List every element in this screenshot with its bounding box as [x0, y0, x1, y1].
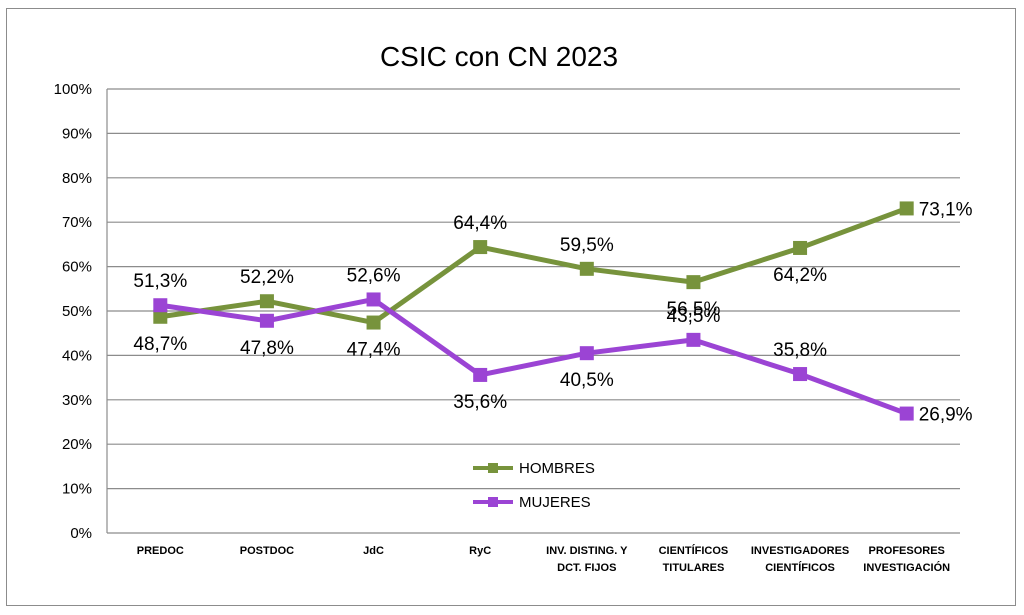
y-tick-label: 0%: [70, 525, 92, 542]
x-tick-label: PROFESORES INVESTIGACIÓN: [863, 545, 950, 574]
data-point-mujeres: [366, 292, 381, 307]
data-label: 64,4%: [453, 213, 507, 234]
y-tick-label: 30%: [62, 392, 92, 409]
data-label: 48,7%: [133, 334, 187, 355]
y-axis: 0% 10% 20% 30% 40% 50% 60% 70% 80% 90% 100%: [54, 81, 108, 542]
data-point-mujeres: [793, 367, 808, 382]
x-tick-label: INV. DISTING. Y DCT. FIJOS: [546, 545, 628, 574]
gridlines: [107, 88, 960, 534]
data-label: 56,5%: [667, 299, 721, 320]
data-label: 26,9%: [919, 405, 973, 426]
data-point-mujeres: [153, 298, 168, 313]
legend-marker-mujeres: [488, 497, 498, 507]
series-lines: [159, 206, 908, 416]
data-label: 52,2%: [240, 267, 294, 288]
x-tick-label: PREDOC: [137, 545, 184, 557]
y-tick-label: 20%: [62, 436, 92, 453]
data-label: 35,6%: [453, 392, 507, 413]
data-label: 52,6%: [347, 265, 401, 286]
y-tick-label: 80%: [62, 170, 92, 187]
series-markers: [153, 201, 914, 421]
legend-marker-hombres: [488, 463, 498, 473]
y-tick-label: 70%: [62, 214, 92, 231]
data-point-mujeres: [579, 346, 594, 361]
data-point-hombres: [473, 240, 488, 255]
data-label: 73,1%: [919, 199, 973, 220]
x-tick-label: CIENTÍFICOS TITULARES: [659, 544, 729, 574]
y-tick-label: 40%: [62, 347, 92, 364]
y-tick-label: 10%: [62, 481, 92, 498]
legend-label-mujeres: MUJERES: [519, 494, 591, 511]
data-point-mujeres: [899, 406, 914, 421]
x-axis: PREDOC POSTDOC JdC RyC INV. DISTING. Y DCT. F…: [137, 544, 950, 574]
chart-title: CSIC con CN 2023: [380, 41, 618, 72]
legend-label-hombres: HOMBRES: [519, 460, 595, 477]
y-tick-label: 60%: [62, 259, 92, 276]
data-point-hombres: [793, 240, 808, 255]
data-point-hombres: [899, 201, 914, 216]
y-tick-label: 90%: [62, 125, 92, 142]
data-labels: 48,7% 52,2% 47,4% 64,4% 59,5% 56,5% 64,2% 73,1%…: [133, 199, 972, 425]
data-point-mujeres: [473, 367, 488, 382]
data-point-hombres: [579, 261, 594, 276]
series-line-hombres: [159, 206, 908, 326]
data-point-hombres: [259, 294, 274, 309]
legend: HOMBRES MUJERES: [473, 460, 595, 511]
data-point-mujeres: [686, 332, 701, 347]
data-point-mujeres: [259, 313, 274, 328]
data-point-hombres: [366, 315, 381, 330]
x-tick-label: INVESTIGADORES CIENTÍFICOS: [751, 545, 849, 574]
x-tick-label: JdC: [363, 545, 384, 557]
data-label: 59,5%: [560, 235, 614, 256]
data-label: 43,5%: [667, 306, 721, 327]
data-label: 35,8%: [773, 340, 827, 361]
series-line-mujeres: [159, 296, 908, 416]
y-tick-label: 50%: [62, 303, 92, 320]
data-label: 51,3%: [133, 271, 187, 292]
data-point-hombres: [153, 309, 168, 324]
data-label: 40,5%: [560, 370, 614, 391]
data-label: 47,4%: [347, 340, 401, 361]
x-tick-label: POSTDOC: [240, 545, 294, 557]
x-tick-label: RyC: [469, 545, 491, 557]
y-tick-label: 100%: [54, 81, 92, 98]
data-label: 47,8%: [240, 338, 294, 359]
data-point-hombres: [686, 275, 701, 290]
data-label: 64,2%: [773, 265, 827, 286]
